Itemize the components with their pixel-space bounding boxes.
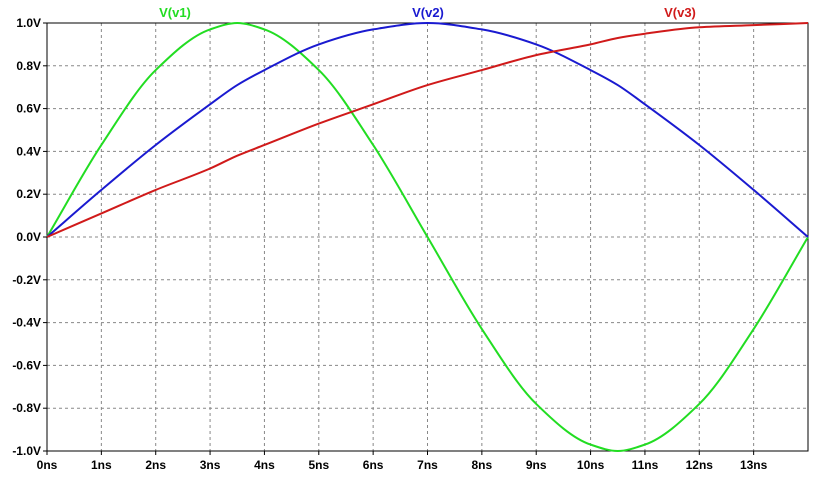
x-tick-label: 0ns <box>37 458 58 472</box>
grid <box>47 23 808 451</box>
y-tick-label: -1.0V <box>12 444 41 458</box>
x-tick-label: 13ns <box>740 458 768 472</box>
x-tick-label: 3ns <box>200 458 221 472</box>
x-tick-label: 2ns <box>145 458 166 472</box>
y-tick-label: -0.6V <box>12 358 41 372</box>
x-tick-label: 6ns <box>363 458 384 472</box>
y-tick-label: -0.2V <box>12 273 41 287</box>
x-tick-label: 4ns <box>254 458 275 472</box>
y-tick-label: -0.4V <box>12 316 41 330</box>
x-tick-label: 7ns <box>417 458 438 472</box>
series-group <box>46 22 809 452</box>
y-tick-label: 0.0V <box>16 230 41 244</box>
series-line-v-v3 <box>46 22 809 238</box>
series-line-v-v2 <box>46 22 809 238</box>
y-tick-label: 0.6V <box>16 102 41 116</box>
x-tick-label: 9ns <box>526 458 547 472</box>
legend-entry: V(v3) <box>664 5 696 20</box>
x-tick-label: 11ns <box>632 458 659 472</box>
series-line-v-v1 <box>46 22 809 452</box>
x-tick-label: 1ns <box>91 458 112 472</box>
y-tick-label: 0.2V <box>16 187 41 201</box>
x-tick-label: 5ns <box>308 458 329 472</box>
legend-entry: V(v1) <box>159 5 191 20</box>
legend-entry: V(v2) <box>412 5 444 20</box>
y-tick-label: 0.8V <box>16 59 41 73</box>
legend: V(v1) V(v2) V(v3) <box>159 5 696 20</box>
x-tick-label: 8ns <box>472 458 493 472</box>
x-tick-label: 10ns <box>577 458 605 472</box>
y-tick-label: -0.8V <box>12 401 41 415</box>
y-tick-label: 1.0V <box>16 16 41 30</box>
y-tick-label: 0.4V <box>16 144 41 158</box>
x-tick-label: 12ns <box>686 458 714 472</box>
axes: 0ns 1ns 2ns 3ns 4ns 5ns 6ns 7ns 8ns 9ns 10ns 11ns 12… <box>12 16 809 472</box>
